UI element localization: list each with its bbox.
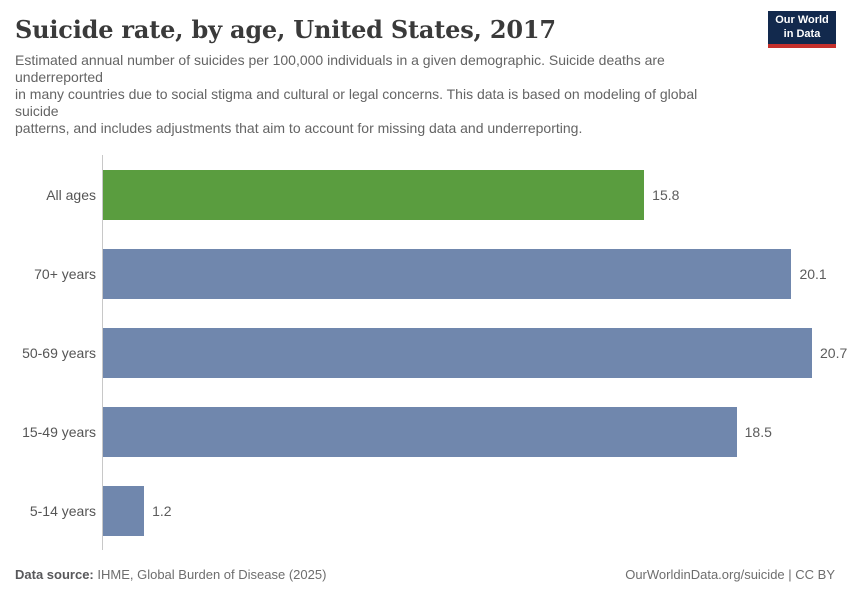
bar-row: 15.8 — [103, 155, 847, 234]
bar-row: 20.7 — [103, 313, 847, 392]
data-source-label: Data source: — [15, 567, 94, 583]
bar-value-label: 1.2 — [152, 502, 172, 519]
bar-70-years[interactable] — [103, 248, 792, 299]
bar-value-label: 20.1 — [799, 265, 827, 282]
chart-footer: Data source: IHME, Global Burden of Dise… — [15, 567, 835, 582]
owid-logo-line2: in Data — [783, 27, 821, 40]
bar-value-label: 15.8 — [652, 186, 680, 203]
category-label-70-years: 70+ years — [34, 265, 96, 282]
page-title: Suicide rate, by age, United States, 201… — [15, 15, 556, 44]
category-label-15-49-years: 15-49 years — [22, 423, 96, 440]
bar-all-ages[interactable] — [103, 169, 645, 220]
bar-row: 20.1 — [103, 234, 847, 313]
category-labels: All ages 70+ years 50-69 years 15-49 years 5… — [15, 155, 102, 550]
bar-5-14-years[interactable] — [103, 485, 145, 536]
bar-value-label: 20.7 — [820, 344, 848, 361]
chart-subtitle: Estimated annual number of suicides per … — [15, 52, 698, 137]
bar-chart: All ages 70+ years 50-69 years 15-49 years 5… — [15, 155, 847, 551]
data-source-text: IHME, Global Burden of Disease (2025) — [93, 567, 327, 583]
owid-logo[interactable]: Our World in Data — [768, 11, 836, 48]
bar-15-49-years[interactable] — [103, 406, 737, 457]
bar-50-69-years[interactable] — [103, 327, 812, 378]
attribution-link[interactable]: OurWorldinData.org/suicide | CC BY — [625, 567, 835, 583]
category-label-50-69-years: 50-69 years — [22, 344, 96, 361]
owid-logo-line1: Our World — [775, 13, 829, 26]
data-source: Data source: IHME, Global Burden of Dise… — [15, 567, 326, 582]
category-label-all-ages: All ages — [46, 186, 96, 203]
bar-row: 1.2 — [103, 471, 847, 550]
bar-row: 18.5 — [103, 392, 847, 471]
category-label-5-14-years: 5-14 years — [29, 502, 96, 519]
bar-value-label: 18.5 — [744, 423, 772, 440]
bar-rows: 15.8 20.1 20.7 18.5 1.2 — [102, 155, 847, 551]
